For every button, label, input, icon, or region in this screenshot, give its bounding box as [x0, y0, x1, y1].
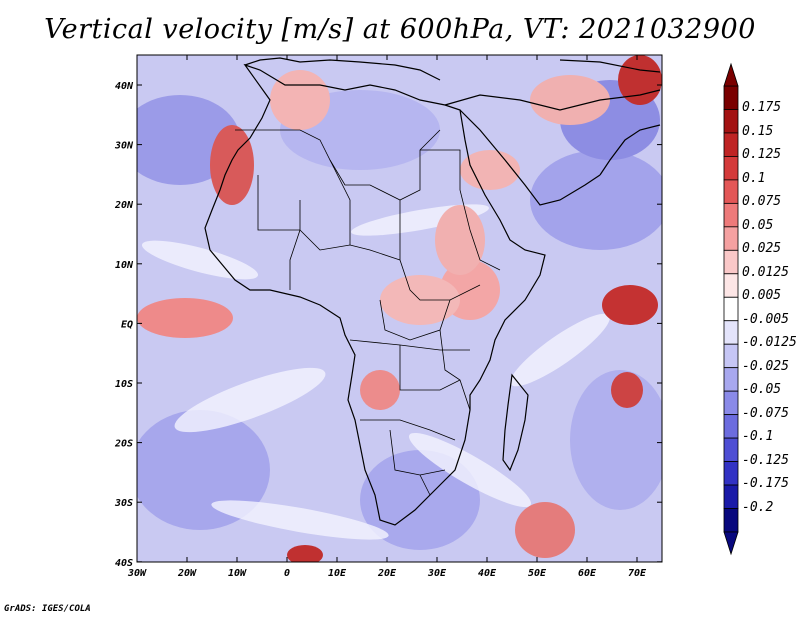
lon-tick-label: 30E: [427, 568, 447, 579]
colorbar-label: 0.125: [742, 147, 782, 163]
lon-tick-label: 20W: [177, 568, 197, 579]
colorbar-segment: [723, 414, 739, 439]
lon-tick-label: 30W: [127, 568, 147, 579]
colorbar-label: 0.175: [742, 100, 782, 116]
colorbar-label: -0.05: [742, 382, 782, 398]
colorbar-segment: [723, 296, 739, 322]
colorbar-label: 0.005: [742, 288, 782, 304]
colorbar-label: 0.05: [742, 217, 774, 233]
colorbar-label: -0.2: [742, 499, 774, 515]
colorbar-segment: [723, 226, 739, 251]
credit-text: GrADS: IGES/COLA: [4, 604, 91, 614]
colorbar-segment: [723, 437, 739, 462]
colorbar-segment: [723, 367, 739, 392]
colorbar-label: -0.1: [742, 429, 774, 445]
colorbar-segment: [723, 320, 739, 345]
middle-east-coast: [444, 89, 661, 111]
colorbar-segment: [723, 273, 739, 298]
colorbar-segment: [723, 132, 739, 157]
lat-tick-label: 20S: [114, 439, 133, 450]
colorbar-label: -0.075: [742, 405, 789, 421]
velocity-field: [137, 55, 662, 562]
africa-outline: [204, 63, 546, 526]
colorbar-segment: [723, 461, 739, 486]
persian-coast: [599, 124, 661, 176]
lon-tick-label: 20E: [377, 568, 397, 579]
colorbar-segment: [723, 202, 739, 228]
colorbar-segment: [723, 484, 739, 509]
colorbar-label: 0.15: [742, 123, 774, 139]
colorbar-label: 0.075: [742, 194, 782, 210]
colorbar-segment: [723, 156, 739, 181]
colorbar-label: -0.175: [742, 476, 789, 492]
colorbar-label: -0.005: [742, 311, 789, 327]
colorbar-bottom-arrow: [723, 531, 739, 556]
colorbar-label: -0.0125: [742, 335, 797, 351]
mediterranean-north: [244, 57, 441, 81]
lat-tick-label: 10S: [115, 379, 133, 390]
lat-tick-label: 20N: [114, 200, 134, 211]
colorbar-label: -0.125: [742, 452, 789, 468]
lat-tick-label: 30N: [114, 141, 134, 152]
lat-tick-label: 40N: [115, 81, 134, 92]
colorbar-segment: [723, 343, 739, 369]
latitude-axis: 40N 30N 20N 10N EQ 10S 20S 30S 40S: [114, 81, 662, 569]
lon-tick-label: 70E: [628, 568, 647, 579]
colorbar: [723, 62, 739, 556]
colorbar-segment: [723, 508, 739, 533]
lon-tick-label: 60E: [578, 568, 597, 579]
plot-frame: [136, 54, 663, 563]
lat-tick-label: EQ: [121, 319, 133, 330]
caspian-region: [559, 59, 661, 73]
longitude-axis: 30W 20W 10W 0 10E 20E 30E 40E 50E 60E 70E: [127, 55, 647, 579]
coastlines: [204, 57, 661, 526]
lat-tick-label: 40S: [115, 558, 133, 569]
map-title: Vertical velocity [m/s] at 600hPa, VT: 2…: [44, 14, 756, 45]
colorbar-label: -0.025: [742, 358, 789, 374]
lat-tick-label: 30S: [114, 498, 133, 509]
colorbar-segment: [723, 390, 739, 416]
lon-tick-label: 10W: [228, 568, 247, 579]
colorbar-label: 0.025: [742, 241, 782, 257]
country-borders: [235, 129, 501, 496]
colorbar-label: 0.1: [742, 170, 766, 186]
colorbar-segment: [723, 249, 739, 275]
colorbar-segment: [723, 179, 739, 204]
red-sea-arabia-coast: [459, 109, 601, 206]
colorbar-top-arrow: [723, 62, 739, 87]
lon-tick-label: 10E: [328, 568, 347, 579]
madagascar-outline: [502, 373, 529, 472]
lon-tick-label: 0: [284, 568, 290, 579]
lon-tick-label: 40E: [478, 568, 497, 579]
colorbar-segment: [723, 85, 739, 110]
colorbar-label: 0.0125: [742, 264, 789, 280]
lat-tick-label: 10N: [115, 260, 134, 271]
colorbar-segment: [723, 109, 739, 134]
lon-tick-label: 50E: [528, 568, 547, 579]
